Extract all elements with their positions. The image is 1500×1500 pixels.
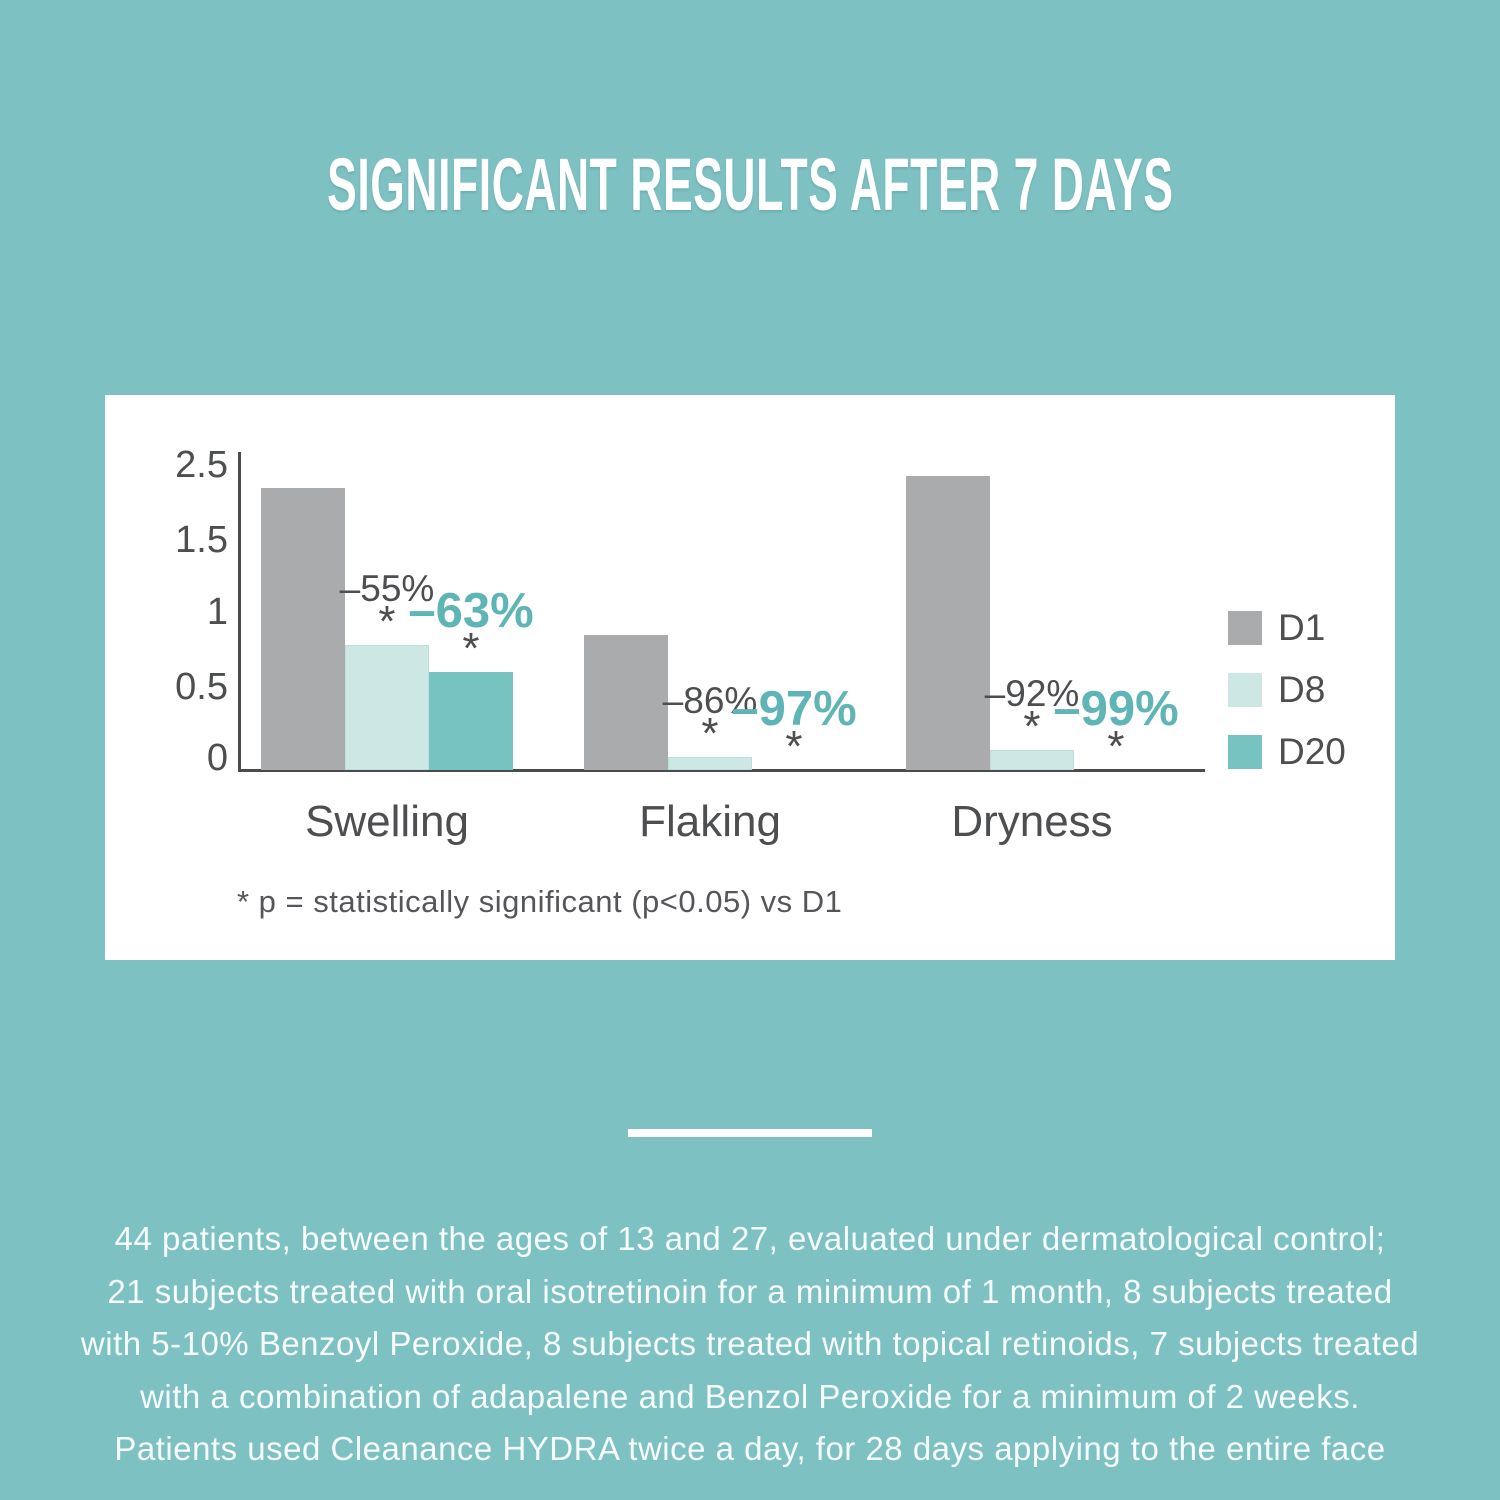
study-description-line: 44 patients, between the ages of 13 and … bbox=[114, 1220, 1386, 1257]
divider-line bbox=[628, 1129, 872, 1137]
page-title: SIGNIFICANT RESULTS AFTER 7 DAYS bbox=[0, 142, 1500, 227]
page-title-text: SIGNIFICANT RESULTS AFTER 7 DAYS bbox=[326, 143, 1174, 226]
study-description-line: Patients used Cleanance HYDRA twice a da… bbox=[114, 1430, 1386, 1467]
study-description-line: with a combination of adapalene and Benz… bbox=[140, 1377, 1360, 1415]
study-description-line: 21 subjects treated with oral isotretino… bbox=[107, 1272, 1393, 1310]
study-description: 44 patients, between the ages of 13 and … bbox=[0, 1213, 1500, 1476]
study-description-line: with 5-10% Benzoyl Peroxide, 8 subjects … bbox=[80, 1325, 1420, 1362]
significance-footnote: * p = statistically significant (p<0.05)… bbox=[237, 884, 843, 919]
chart-panel bbox=[105, 395, 1395, 960]
